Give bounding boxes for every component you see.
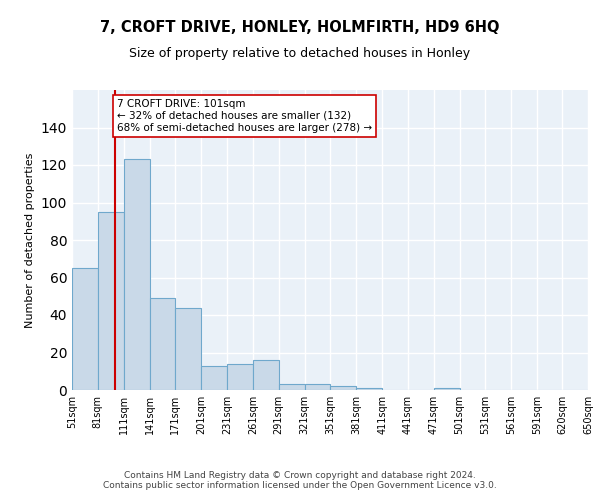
Bar: [279, 384, 305, 390]
Bar: [201, 366, 227, 390]
Bar: [305, 384, 331, 390]
Bar: [434, 388, 460, 390]
Text: Size of property relative to detached houses in Honley: Size of property relative to detached ho…: [130, 48, 470, 60]
Text: Contains HM Land Registry data © Crown copyright and database right 2024.
Contai: Contains HM Land Registry data © Crown c…: [103, 470, 497, 490]
Y-axis label: Number of detached properties: Number of detached properties: [25, 152, 35, 328]
Bar: [98, 212, 124, 390]
Bar: [253, 360, 279, 390]
Text: 7, CROFT DRIVE, HONLEY, HOLMFIRTH, HD9 6HQ: 7, CROFT DRIVE, HONLEY, HOLMFIRTH, HD9 6…: [100, 20, 500, 35]
Bar: [331, 386, 356, 390]
Bar: [72, 268, 98, 390]
Bar: [356, 388, 382, 390]
Bar: [149, 298, 175, 390]
Bar: [175, 308, 201, 390]
Text: 7 CROFT DRIVE: 101sqm
← 32% of detached houses are smaller (132)
68% of semi-det: 7 CROFT DRIVE: 101sqm ← 32% of detached …: [117, 100, 372, 132]
Bar: [227, 364, 253, 390]
Bar: [124, 160, 149, 390]
